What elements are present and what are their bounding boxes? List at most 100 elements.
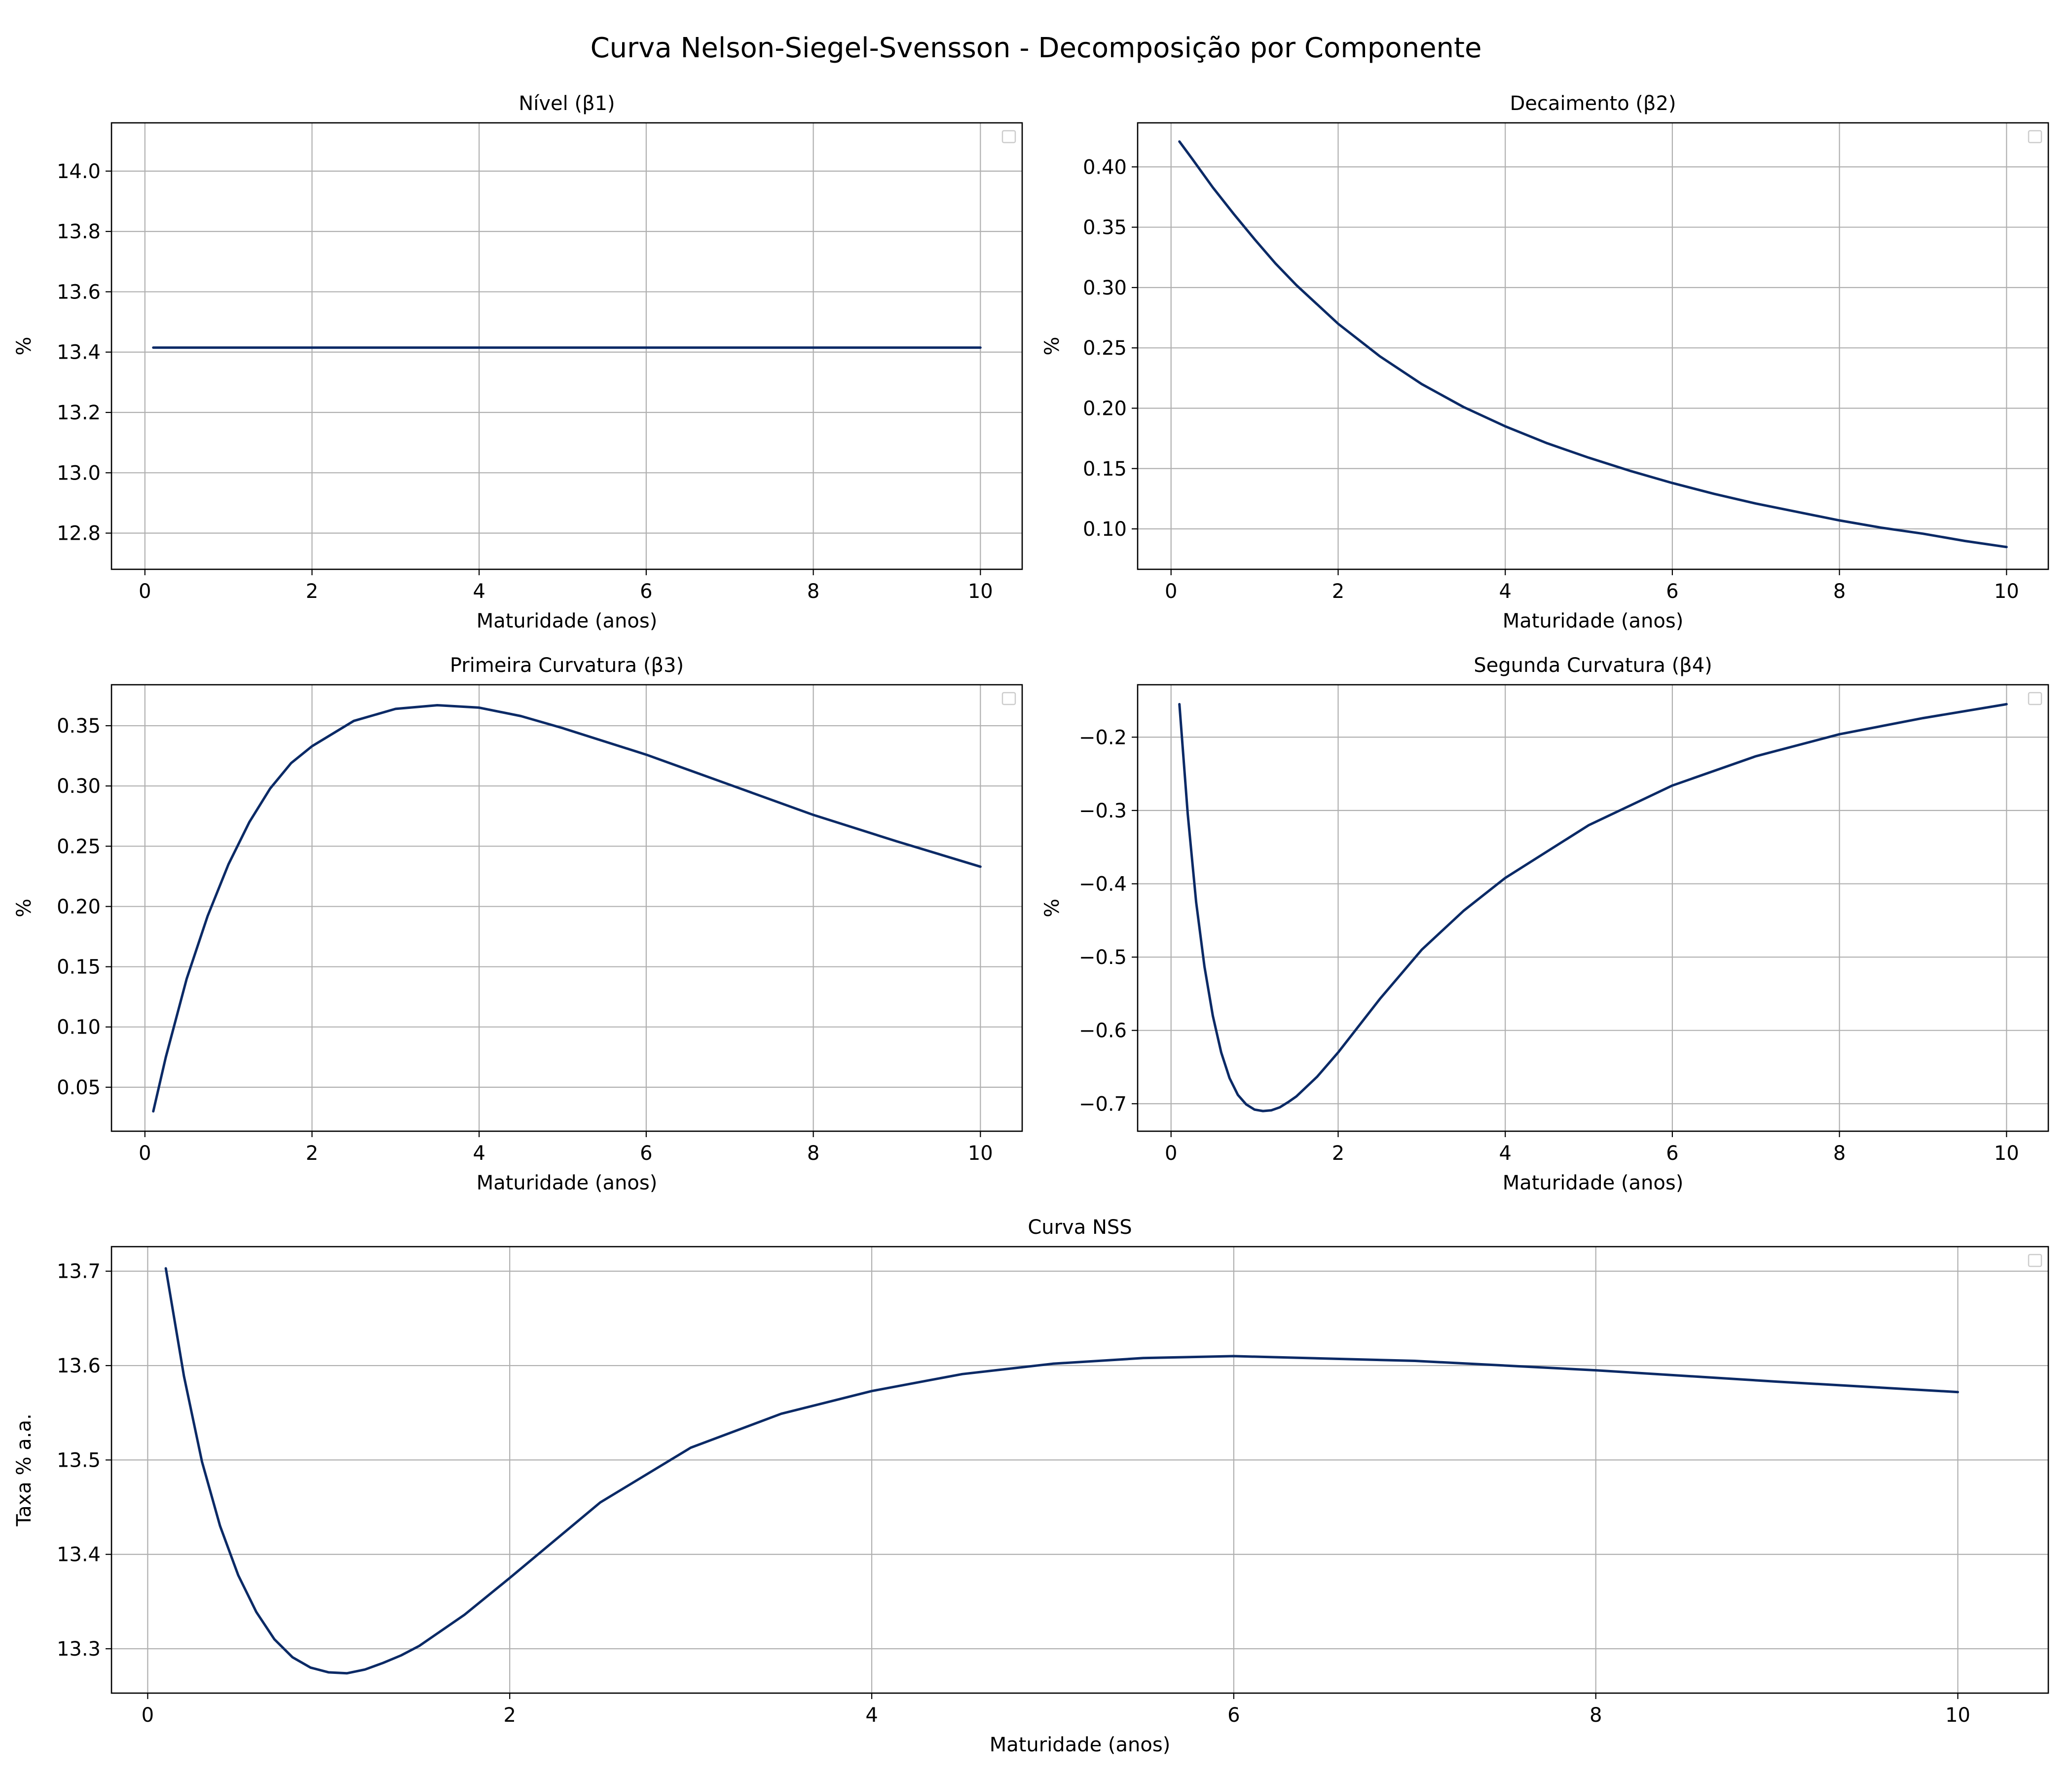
y-tick-label: 0.10 [57,1016,101,1039]
y-axis-label: % [1041,898,1064,917]
y-tick-label: 0.20 [1083,397,1127,420]
x-tick-label: 2 [1332,580,1344,603]
x-axis-label: Maturidade (anos) [1503,610,1684,632]
x-tick-label: 6 [1666,1142,1678,1165]
x-tick-label: 10 [968,1142,993,1165]
y-tick-label: −0.2 [1079,726,1127,749]
y-tick-label: 0.40 [1083,156,1127,179]
y-tick-label: 13.4 [57,1544,101,1566]
x-tick-label: 6 [640,580,652,603]
y-axis-label: % [1041,336,1064,355]
axes-frame [111,1246,2049,1694]
x-tick-label: 4 [1499,580,1511,603]
axes-frame [1137,122,2049,570]
figure-title: Curva Nelson-Siegel-Svensson - Decomposi… [591,32,1482,64]
y-tick-label: 0.35 [1083,217,1127,239]
subplot-3: 0 2 4 6 8 10 0.05 0.10 0.15 0.20 0.25 0.30 0.35 Prime… [13,654,1023,1194]
x-tick-label: 2 [306,580,318,603]
subplot-5: 0 2 4 6 8 10 13.3 13.4 13.5 13.6 13.7 Curva NSS Matu… [13,1216,2049,1756]
y-tick-label: 0.15 [1083,458,1127,481]
y-axis-label: Taxa % a.a. [13,1413,36,1526]
y-tick-label: 13.4 [57,341,101,364]
y-axis-label: % [13,898,36,917]
legend-box [1001,692,1016,705]
x-tick-label: 6 [1666,580,1678,603]
x-tick-label: 0 [139,1142,151,1165]
x-tick-label: 2 [1332,1142,1344,1165]
y-tick-label: 13.2 [57,402,101,424]
subplot-1: 0 2 4 6 8 10 12.8 13.0 13.2 13.4 13.6 13.8 14.0 Nível… [13,92,1023,632]
y-tick-label: 0.25 [57,835,101,858]
y-tick-label: 12.8 [57,522,101,545]
x-tick-label: 2 [503,1704,516,1727]
subplot-title: Primeira Curvatura (β3) [450,654,684,677]
y-tick-label: 0.30 [57,775,101,798]
y-tick-label: 13.6 [57,1355,101,1377]
y-tick-label: −0.3 [1079,800,1127,822]
subplot-title: Nível (β1) [518,92,615,115]
y-tick-label: 0.05 [57,1076,101,1099]
x-tick-label: 0 [142,1704,154,1727]
y-tick-label: 13.0 [57,462,101,484]
y-tick-label: 0.15 [57,956,101,979]
y-tick-label: 13.5 [57,1449,101,1472]
x-tick-label: 8 [1833,1142,1846,1165]
y-tick-label: 13.3 [57,1638,101,1661]
axes-frame [111,684,1023,1132]
subplot-title: Segunda Curvatura (β4) [1474,654,1712,677]
y-tick-label: 0.35 [57,715,101,738]
legend-box [1001,130,1016,144]
x-tick-label: 8 [1590,1704,1602,1727]
y-tick-label: 0.20 [57,895,101,918]
subplot-title: Decaimento (β2) [1510,92,1676,115]
x-axis-label: Maturidade (anos) [1503,1172,1684,1194]
y-tick-label: −0.6 [1079,1020,1127,1042]
x-tick-label: 10 [1994,1142,2019,1165]
x-tick-label: 6 [640,1142,652,1165]
x-axis-label: Maturidade (anos) [477,610,658,632]
y-tick-label: 0.10 [1083,518,1127,541]
series-line [164,1267,1959,1675]
axes-frame [1137,684,2049,1132]
subplots: 0 2 4 6 8 10 12.8 13.0 13.2 13.4 13.6 13.8 14.0 Nível… [13,92,2049,1756]
legend-box [2028,1254,2042,1267]
y-tick-label: −0.5 [1079,946,1127,969]
x-axis-label: Maturidade (anos) [990,1734,1171,1756]
series-line [1178,140,2008,549]
y-tick-label: 14.0 [57,160,101,183]
y-tick-label: 13.8 [57,221,101,243]
x-axis-label: Maturidade (anos) [477,1172,658,1194]
x-tick-label: 10 [1945,1704,1970,1727]
x-tick-label: 4 [473,1142,485,1165]
y-tick-label: −0.4 [1079,873,1127,895]
x-tick-label: 0 [139,580,151,603]
x-tick-label: 4 [1499,1142,1511,1165]
x-tick-label: 4 [865,1704,878,1727]
legend-box [2028,692,2042,705]
legend-box [2028,130,2042,144]
x-tick-label: 0 [1165,1142,1177,1165]
y-axis-label: % [13,336,36,355]
x-tick-label: 10 [1994,580,2019,603]
x-tick-label: 6 [1227,1704,1240,1727]
y-tick-label: 13.6 [57,281,101,303]
y-tick-label: 13.7 [57,1260,101,1283]
subplot-title: Curva NSS [1028,1216,1132,1239]
axes-frame [111,122,1023,570]
x-tick-label: 8 [807,1142,819,1165]
series-line [1178,703,2008,1112]
x-tick-label: 0 [1165,580,1177,603]
subplot-4: 0 2 4 6 8 10 −0.7 −0.6 −0.5 −0.4 −0.3 −0.2 Segunda C… [1041,654,2049,1194]
y-tick-label: 0.25 [1083,337,1127,360]
x-tick-label: 4 [473,580,485,603]
series-line [152,704,982,1113]
x-tick-label: 8 [807,580,819,603]
x-tick-label: 2 [306,1142,318,1165]
y-tick-label: 0.30 [1083,277,1127,299]
y-tick-label: −0.7 [1079,1093,1127,1115]
x-tick-label: 8 [1833,580,1846,603]
x-tick-label: 10 [968,580,993,603]
subplot-2: 0 2 4 6 8 10 0.10 0.15 0.20 0.25 0.30 0.35 0.40 Decai… [1041,92,2049,632]
